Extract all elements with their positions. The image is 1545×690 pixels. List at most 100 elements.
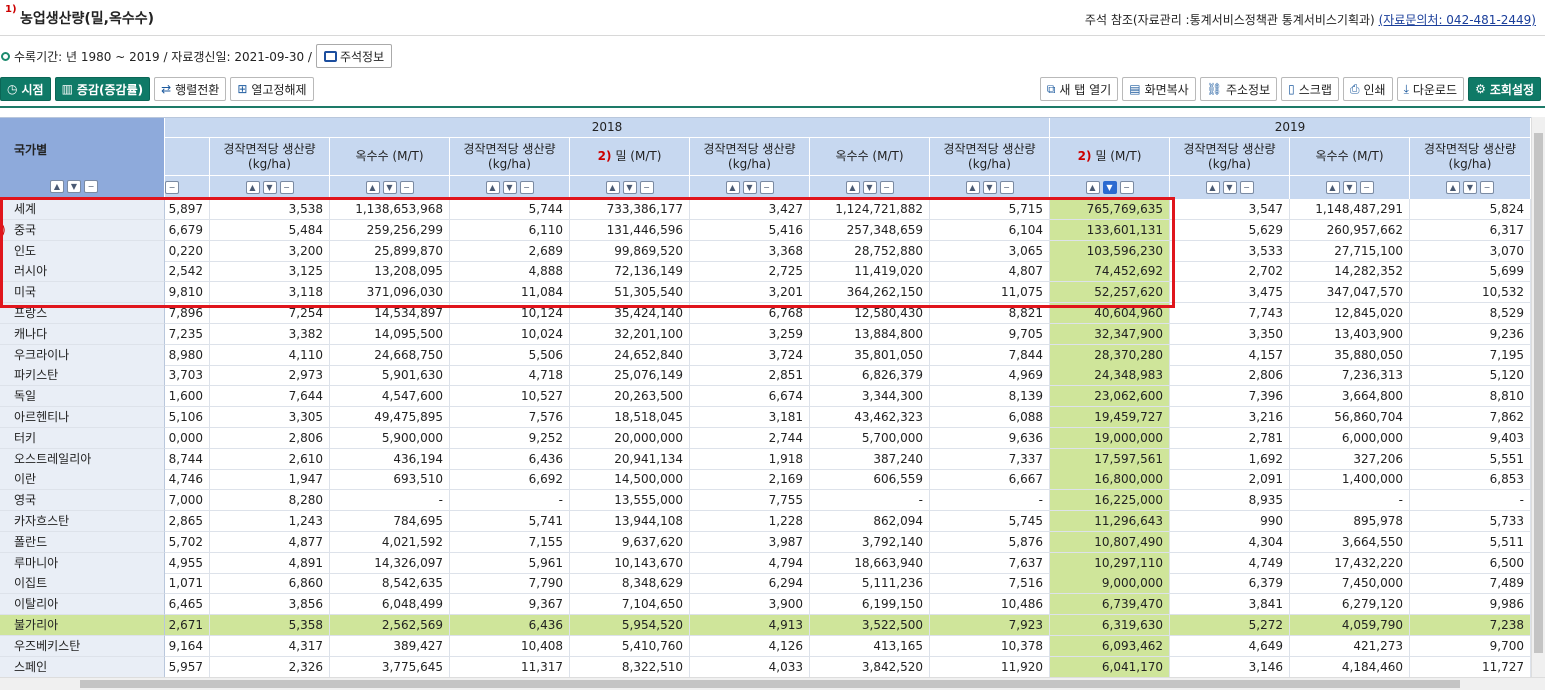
- data-cell[interactable]: 51,305,540: [570, 282, 690, 304]
- data-cell[interactable]: 4,547,600: [330, 386, 450, 408]
- country-cell[interactable]: 세계: [0, 199, 165, 220]
- data-cell[interactable]: 131,446,596: [570, 219, 690, 241]
- data-cell[interactable]: 3,118: [210, 282, 330, 304]
- data-cell[interactable]: 1,071: [165, 573, 210, 595]
- data-cell[interactable]: 13,944,108: [570, 511, 690, 532]
- country-cell[interactable]: 인도: [0, 240, 165, 262]
- scrap-button[interactable]: ▯ 스크랩: [1281, 77, 1339, 101]
- data-cell[interactable]: 7,896: [165, 303, 210, 324]
- data-cell[interactable]: 17,597,561: [1050, 448, 1170, 470]
- data-cell[interactable]: 7,396: [1170, 386, 1290, 408]
- horizontal-scrollbar[interactable]: [0, 677, 1545, 690]
- data-cell[interactable]: 4,877: [210, 531, 330, 553]
- data-cell[interactable]: 6,500: [1410, 552, 1531, 574]
- data-cell[interactable]: 4,746: [165, 469, 210, 491]
- data-cell[interactable]: 4,184,460: [1290, 656, 1410, 677]
- data-cell[interactable]: 3,201: [690, 282, 810, 304]
- data-cell[interactable]: 5,741: [450, 511, 570, 532]
- data-cell[interactable]: 49,475,895: [330, 407, 450, 428]
- sort-up-icon[interactable]: ▲: [1205, 181, 1220, 194]
- country-cell[interactable]: 폴란드: [0, 531, 165, 553]
- data-cell[interactable]: 5,897: [165, 199, 210, 220]
- data-cell[interactable]: 11,084: [450, 282, 570, 304]
- data-cell[interactable]: 7,000: [165, 490, 210, 512]
- collapse-icon[interactable]: −: [84, 180, 98, 193]
- data-cell[interactable]: 18,518,045: [570, 407, 690, 428]
- data-cell[interactable]: 7,755: [690, 490, 810, 512]
- data-cell[interactable]: 52,257,620: [1050, 282, 1170, 304]
- copy-screen-button[interactable]: ▤ 화면복사: [1122, 77, 1196, 101]
- data-cell[interactable]: 693,510: [330, 469, 450, 491]
- sort-down-icon[interactable]: ▼: [982, 181, 997, 194]
- data-cell[interactable]: 8,821: [930, 303, 1050, 324]
- data-cell[interactable]: 389,427: [330, 635, 450, 657]
- data-cell[interactable]: 8,810: [1410, 386, 1531, 408]
- data-cell[interactable]: 35,880,050: [1290, 344, 1410, 366]
- data-cell[interactable]: 7,155: [450, 531, 570, 553]
- data-cell[interactable]: 2,542: [165, 261, 210, 283]
- data-cell[interactable]: 7,235: [165, 323, 210, 345]
- data-cell[interactable]: -: [930, 490, 1050, 512]
- data-cell[interactable]: -: [810, 490, 930, 512]
- data-cell[interactable]: 4,649: [1170, 635, 1290, 657]
- data-cell[interactable]: 6,088: [930, 407, 1050, 428]
- data-cell[interactable]: 5,506: [450, 344, 570, 366]
- country-cell[interactable]: 루마니아: [0, 552, 165, 574]
- data-cell[interactable]: 2,671: [165, 615, 210, 636]
- sort-up-icon[interactable]: ▲: [845, 181, 860, 194]
- sort-down-icon[interactable]: ▼: [502, 181, 517, 194]
- data-cell[interactable]: 3,538: [210, 199, 330, 220]
- data-cell[interactable]: 1,692: [1170, 448, 1290, 470]
- data-cell[interactable]: 9,637,620: [570, 531, 690, 553]
- data-cell[interactable]: 895,978: [1290, 511, 1410, 532]
- country-cell[interactable]: ) 중국: [0, 219, 165, 241]
- country-cell[interactable]: 프랑스: [0, 303, 165, 324]
- data-cell[interactable]: 862,094: [810, 511, 930, 532]
- country-cell[interactable]: 영국: [0, 490, 165, 512]
- data-cell[interactable]: 8,980: [165, 344, 210, 366]
- data-cell[interactable]: 2,689: [450, 240, 570, 262]
- data-cell[interactable]: 9,164: [165, 635, 210, 657]
- horizontal-scroll-thumb[interactable]: [80, 680, 1460, 688]
- data-cell[interactable]: 10,024: [450, 323, 570, 345]
- data-cell[interactable]: 5,900,000: [330, 427, 450, 449]
- data-cell[interactable]: 3,841: [1170, 594, 1290, 616]
- data-cell[interactable]: 4,913: [690, 615, 810, 636]
- data-cell[interactable]: 2,806: [210, 427, 330, 449]
- collapse-icon[interactable]: −: [279, 181, 294, 194]
- data-cell[interactable]: 5,358: [210, 615, 330, 636]
- data-cell[interactable]: 7,743: [1170, 303, 1290, 324]
- data-cell[interactable]: 1,918: [690, 448, 810, 470]
- data-cell[interactable]: 12,845,020: [1290, 303, 1410, 324]
- data-cell[interactable]: 327,206: [1290, 448, 1410, 470]
- data-cell[interactable]: 3,216: [1170, 407, 1290, 428]
- data-cell[interactable]: 4,304: [1170, 531, 1290, 553]
- country-cell[interactable]: 오스트레일리아: [0, 448, 165, 470]
- data-cell[interactable]: 99,869,520: [570, 240, 690, 262]
- data-cell[interactable]: 14,500,000: [570, 469, 690, 491]
- vertical-scrollbar[interactable]: [1531, 117, 1545, 677]
- data-cell[interactable]: 3,200: [210, 240, 330, 262]
- data-cell[interactable]: 17,432,220: [1290, 552, 1410, 574]
- unfix-column-button[interactable]: ⊞ 열고정해제: [230, 77, 314, 101]
- data-cell[interactable]: 1,124,721,882: [810, 199, 930, 220]
- data-cell[interactable]: 6,739,470: [1050, 594, 1170, 616]
- data-cell[interactable]: 5,715: [930, 199, 1050, 220]
- data-cell[interactable]: 2,169: [690, 469, 810, 491]
- data-cell[interactable]: 371,096,030: [330, 282, 450, 304]
- data-cell[interactable]: 4,891: [210, 552, 330, 574]
- data-cell[interactable]: 6,692: [450, 469, 570, 491]
- country-cell[interactable]: 아르헨티나: [0, 407, 165, 428]
- data-cell[interactable]: -: [1410, 490, 1531, 512]
- pivot-button[interactable]: ⇄ 행렬전환: [154, 77, 227, 101]
- data-cell[interactable]: 9,000,000: [1050, 573, 1170, 595]
- sort-down-icon[interactable]: ▼: [862, 181, 877, 194]
- data-cell[interactable]: 23,062,600: [1050, 386, 1170, 408]
- data-cell[interactable]: 2,806: [1170, 365, 1290, 387]
- data-cell[interactable]: 5,744: [450, 199, 570, 220]
- data-cell[interactable]: 6,853: [1410, 469, 1531, 491]
- data-cell[interactable]: 733,386,177: [570, 199, 690, 220]
- data-cell[interactable]: 7,790: [450, 573, 570, 595]
- country-cell[interactable]: 스페인: [0, 656, 165, 677]
- data-cell[interactable]: 7,644: [210, 386, 330, 408]
